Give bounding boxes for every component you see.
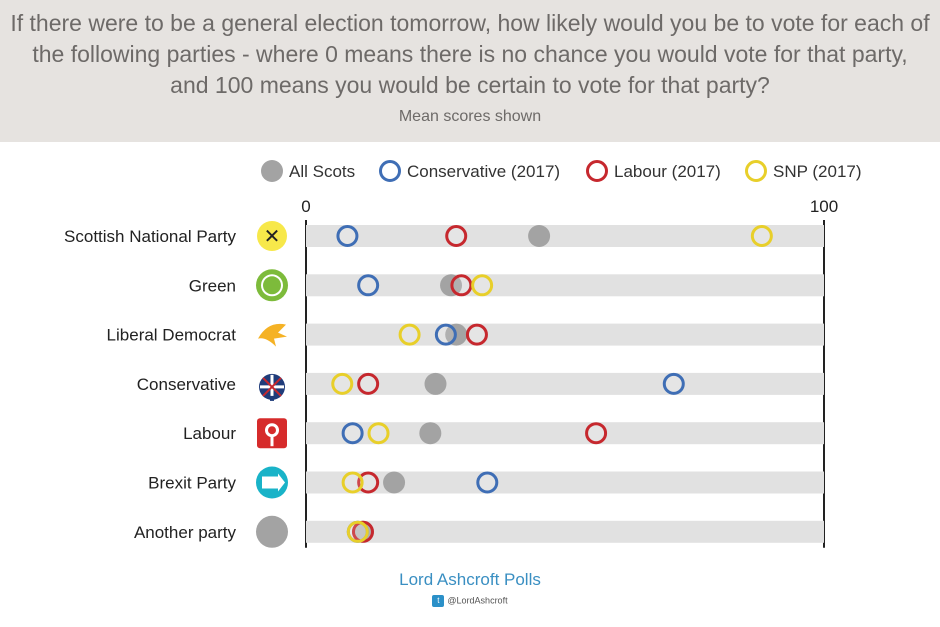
point-labour-2017 [445, 225, 468, 247]
twitter-icon: t [432, 595, 445, 607]
point-labour-2017 [585, 422, 608, 445]
point-conservative-2017 [357, 274, 380, 297]
conservative-logo-icon [259, 373, 285, 401]
point-labour-2017 [357, 471, 380, 494]
row-band [306, 323, 824, 346]
point-all-scots [351, 520, 374, 543]
legend-marker-conservative-2017 [379, 160, 401, 182]
point-snp-2017 [341, 471, 364, 494]
point-snp-2017 [367, 422, 390, 445]
point-snp-2017 [750, 225, 773, 247]
scottish-greens-logo-icon [256, 269, 288, 302]
legend: All Scots Conservative (2017) Labour (2017… [261, 160, 862, 182]
row-label-labour: Labour [183, 424, 236, 443]
legend-label-snp-2017: SNP (2017) [773, 162, 862, 181]
row-band [306, 471, 824, 494]
row-label-another-party: Another party [134, 523, 237, 542]
footer-handle-row: t @LordAshcroft [0, 595, 940, 607]
point-labour-2017 [357, 372, 380, 395]
row-band [306, 372, 824, 395]
legend-label-all-scots: All Scots [289, 162, 355, 181]
point-snp-2017 [398, 323, 421, 346]
point-conservative-2017 [434, 323, 457, 346]
footer-handle: @LordAshcroft [447, 595, 508, 606]
legend-marker-all-scots [261, 160, 283, 182]
point-snp-2017 [331, 372, 354, 395]
x-axis: 0 100 [301, 197, 838, 548]
point-all-scots [383, 471, 406, 494]
lib-dem-logo-icon [258, 323, 287, 347]
labour-logo-icon [257, 418, 287, 449]
row-label-brexit-party: Brexit Party [148, 474, 236, 493]
point-conservative-2017 [336, 225, 359, 247]
point-conservative-2017 [476, 471, 499, 494]
snp-logo-icon: ✕ [257, 221, 287, 251]
point-snp-2017 [471, 274, 494, 297]
plot-rows: Scottish National Party ✕ Green Liberal Dem… [64, 221, 824, 548]
row-label-green: Green [189, 276, 236, 295]
svg-text:✕: ✕ [264, 224, 281, 248]
legend-label-conservative-2017: Conservative (2017) [407, 162, 560, 181]
x-tick-label: 100 [810, 197, 838, 216]
point-labour-2017 [465, 323, 488, 346]
row-band [306, 274, 824, 297]
point-all-scots [424, 372, 447, 395]
row-label-conservative: Conservative [137, 375, 236, 394]
point-conservative-2017 [341, 422, 364, 445]
another-party-icon [256, 515, 288, 548]
row-band [306, 520, 824, 543]
point-all-scots [528, 225, 551, 247]
legend-marker-snp-2017 [745, 160, 767, 182]
question-banner [0, 0, 940, 142]
point-snp-2017 [346, 520, 369, 543]
chart-title: If there were to be a general election t… [10, 10, 930, 98]
point-labour-2017 [450, 274, 473, 297]
brexit-party-logo-icon [256, 466, 288, 499]
row-band [306, 225, 824, 247]
row-label-liberal-democrat: Liberal Democrat [107, 326, 237, 345]
legend-label-labour-2017: Labour (2017) [614, 162, 721, 181]
legend-marker-labour-2017 [586, 160, 608, 182]
point-conservative-2017 [662, 372, 685, 395]
row-label-scottish-national-party: Scottish National Party [64, 227, 236, 246]
chart-subtitle: Mean scores shown [398, 108, 542, 125]
footer-brand: Lord Ashcroft Polls [399, 570, 541, 589]
point-all-scots [419, 422, 442, 445]
x-tick-label: 0 [301, 197, 310, 216]
